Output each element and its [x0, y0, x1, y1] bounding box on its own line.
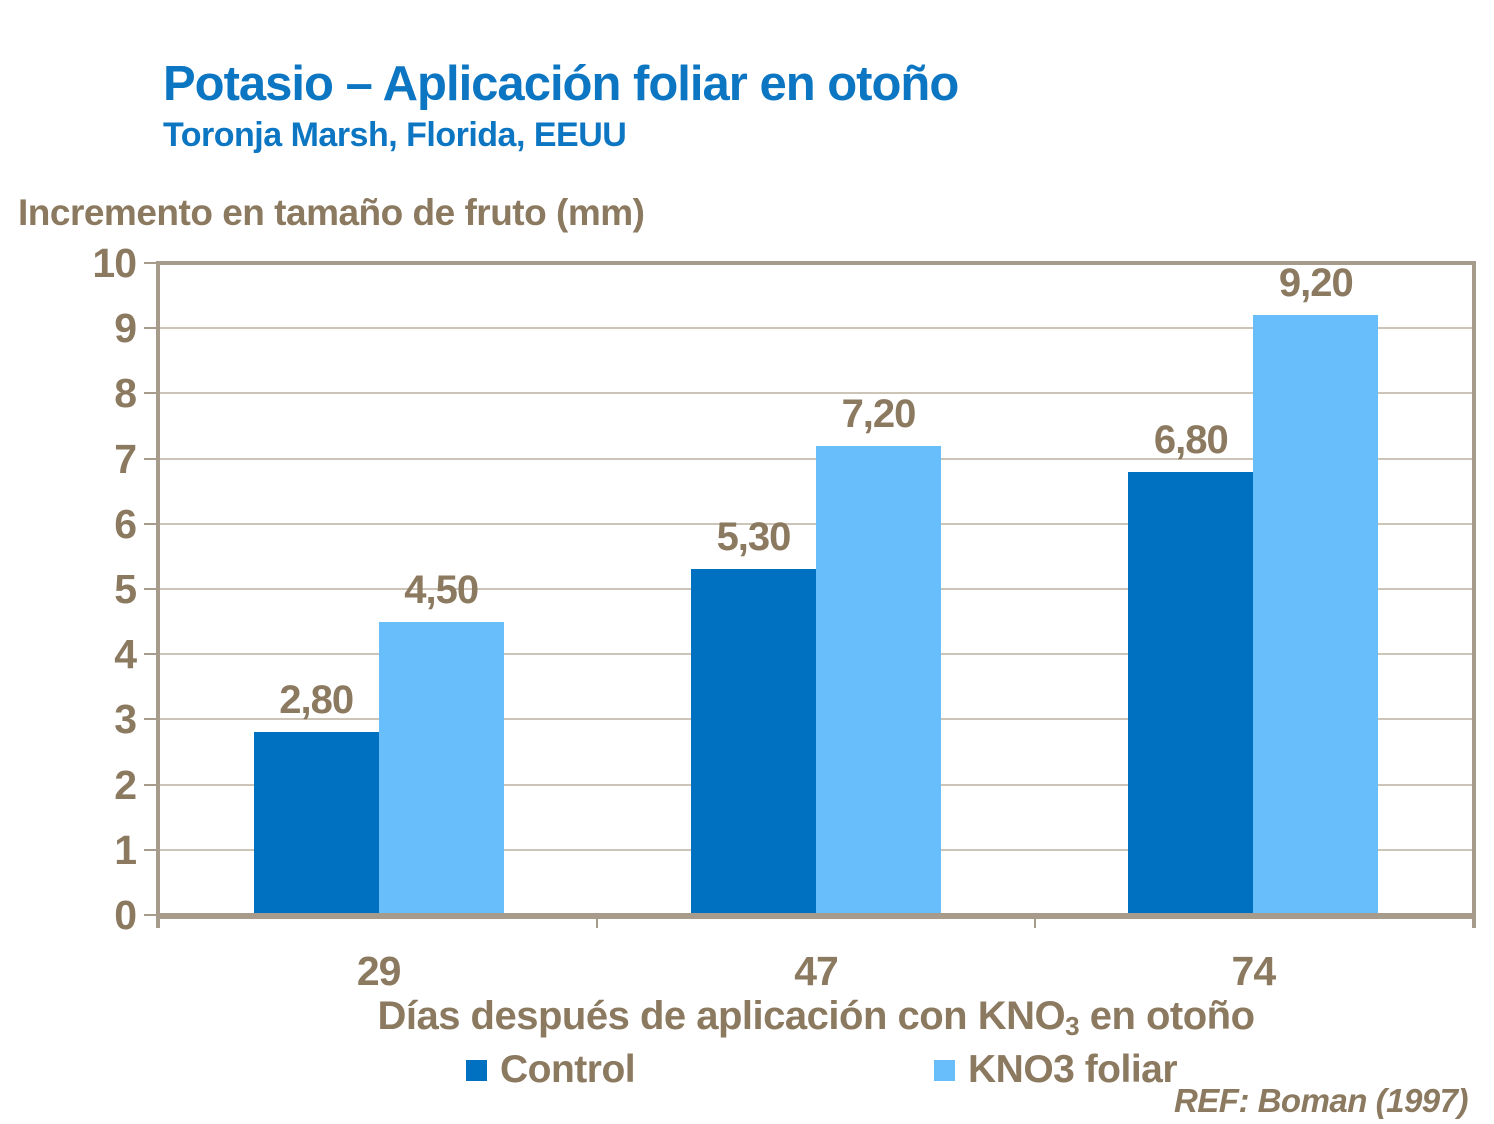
bar-kno3-29 — [378, 621, 504, 915]
y-tick-label: 1 — [114, 826, 137, 873]
y-axis-tick — [144, 653, 160, 656]
plot-border-right — [1472, 261, 1476, 928]
x-axis-title-subscript: 3 — [1065, 1011, 1080, 1041]
y-axis-tick — [144, 457, 160, 460]
x-axis-tick — [1033, 915, 1036, 928]
legend-swatch-control — [466, 1059, 487, 1081]
x-axis-title-prefix: Días después de aplicación con KNO — [377, 994, 1066, 1038]
y-axis-tick — [144, 262, 160, 264]
bar-value-label: 5,30 — [716, 515, 792, 560]
x-axis-title-suffix: en otoño — [1079, 994, 1255, 1038]
category-label: 47 — [794, 948, 839, 994]
legend-swatch-kno3 — [934, 1059, 955, 1081]
bar-kno3-74 — [1253, 315, 1379, 915]
y-axis-tick — [144, 392, 160, 395]
bar-control-74 — [1128, 471, 1254, 915]
y-tick-label: 2 — [114, 761, 137, 808]
y-tick-label: 8 — [114, 370, 137, 417]
gridline — [160, 392, 1472, 395]
y-axis-tick — [144, 848, 160, 851]
bar-value-label: 2,80 — [279, 678, 354, 723]
y-tick-label: 0 — [114, 892, 137, 938]
y-axis-tick — [144, 588, 160, 590]
y-tick-label: 3 — [114, 696, 137, 743]
plot-border-top — [156, 261, 1476, 265]
category-label: 74 — [1231, 948, 1277, 994]
legend-item-kno3: KNO3 foliar — [934, 1048, 1178, 1092]
y-axis-tick — [144, 522, 160, 525]
bar-control-47 — [691, 569, 816, 915]
y-axis-tick — [144, 327, 160, 330]
page-subtitle: Toronja Marsh, Florida, EEUU — [163, 116, 627, 154]
bar-control-29 — [253, 732, 379, 915]
bar-kno3-47 — [816, 445, 941, 915]
y-axis-title: Incremento en tamaño de fruto (mm) — [18, 192, 645, 233]
bar-value-label: 6,80 — [1153, 417, 1229, 462]
bar-value-label: 4,50 — [404, 567, 479, 612]
y-tick-label: 9 — [114, 305, 137, 352]
x-axis-tick — [596, 915, 599, 928]
x-axis-line — [156, 913, 1476, 919]
plot-border-left — [156, 261, 160, 928]
bar-value-label: 9,20 — [1278, 261, 1354, 306]
y-tick-label: 5 — [114, 566, 137, 612]
legend-item-control: Control — [466, 1048, 636, 1092]
gridline — [160, 327, 1472, 330]
reference-note: REF: Boman (1997) — [1173, 1082, 1469, 1119]
y-tick-label: 6 — [114, 500, 137, 547]
y-axis-tick — [144, 914, 160, 916]
y-tick-label: 7 — [114, 435, 137, 482]
y-tick-label: 4 — [114, 631, 137, 678]
x-axis-title: Días después de aplicación con KNO3 en o… — [160, 994, 1472, 1042]
bar-value-label: 7,20 — [841, 391, 917, 436]
page-title: Potasio – Aplicación foliar en otoño — [163, 57, 959, 111]
category-label: 29 — [356, 948, 402, 994]
y-axis-tick — [144, 718, 160, 721]
legend-label-kno3: KNO3 foliar — [968, 1048, 1178, 1091]
legend-label-control: Control — [500, 1048, 636, 1091]
y-axis-tick — [144, 783, 160, 786]
y-tick-label: 10 — [92, 240, 137, 286]
